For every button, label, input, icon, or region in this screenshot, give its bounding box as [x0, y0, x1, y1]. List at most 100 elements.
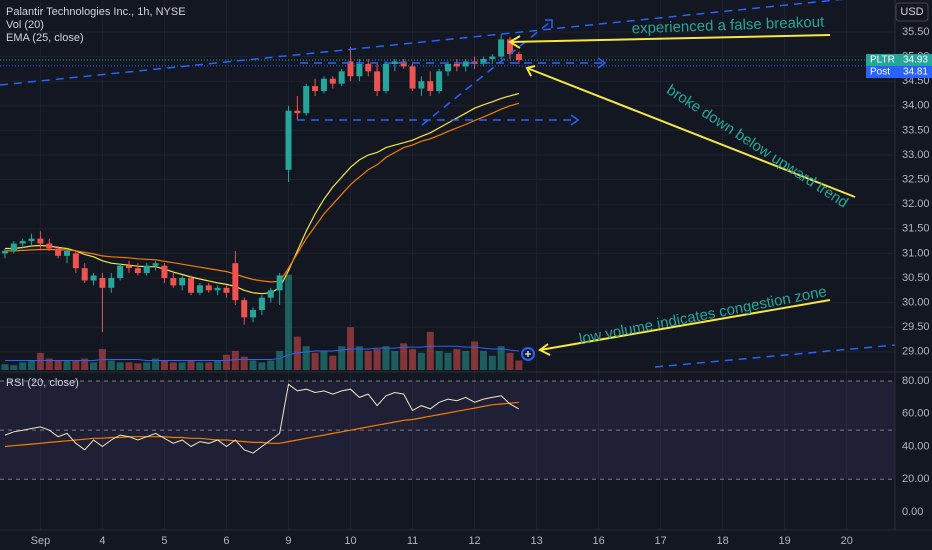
volume-bar: [36, 352, 44, 370]
candle-body: [46, 243, 53, 249]
volume-bar: [10, 365, 18, 370]
volume-bar: [205, 362, 213, 370]
trend-line: [0, 0, 844, 86]
candle-body: [241, 300, 248, 318]
volume-bar: [72, 360, 80, 370]
candle-body: [258, 297, 265, 310]
volume-bar: [45, 358, 53, 370]
y-tick-label: 30.00: [902, 296, 930, 308]
candle-body: [152, 263, 159, 266]
x-tick-label: 18: [717, 535, 729, 547]
candle-body: [90, 275, 97, 281]
arrow-head: [545, 19, 553, 28]
volume-bar: [276, 350, 284, 370]
y-tick-label: 31.50: [902, 223, 930, 235]
candle-body: [19, 241, 26, 244]
candle-body: [303, 86, 310, 114]
volume-bar: [382, 346, 390, 370]
rsi-tick-label: 80.00: [902, 375, 930, 387]
y-tick-label: 29.00: [902, 346, 930, 358]
candle-body: [126, 265, 133, 269]
volume-bar: [426, 331, 434, 370]
currency-box[interactable]: [895, 2, 929, 22]
rsi-tick-label: 0.00: [902, 506, 923, 518]
volume-bar: [19, 362, 27, 370]
volume-bar: [338, 346, 346, 370]
rsi-ma: [4, 401, 519, 448]
candle-body: [1, 250, 8, 254]
rsi-pane-bg: [0, 375, 895, 530]
price-tag-symbol: Post: [870, 67, 890, 78]
rsi-legend: RSI (20, close): [6, 377, 79, 389]
volume-bar: [240, 356, 248, 370]
volume-bar: [28, 360, 36, 370]
annotation-arrow: [526, 67, 856, 198]
candle-body: [515, 54, 522, 61]
candle-body: [480, 59, 487, 64]
candle-body: [250, 309, 257, 318]
x-tick-label: 19: [779, 535, 791, 547]
indicator-line: [5, 102, 520, 283]
x-tick-label: 10: [344, 535, 356, 547]
y-tick-label: 32.50: [902, 173, 930, 185]
volume-bar: [143, 362, 151, 370]
candle-body: [143, 265, 150, 274]
arrow-head: [570, 114, 580, 126]
candle-body: [338, 71, 345, 84]
volume-bar: [479, 350, 487, 370]
candle-body: [223, 287, 230, 293]
candle-body: [489, 56, 496, 60]
annotation-arrow: [509, 34, 831, 43]
candle-body: [108, 277, 115, 288]
candle-body: [409, 66, 416, 89]
volume-bar: [249, 360, 257, 370]
y-tick-label: 33.00: [902, 149, 930, 161]
candle-body: [498, 39, 505, 57]
y-tick-label: 33.50: [902, 124, 930, 136]
candle-body: [196, 285, 203, 293]
y-tick-label: 35.50: [902, 26, 930, 38]
x-tick-label: 13: [530, 535, 542, 547]
candle-body: [400, 61, 407, 67]
x-tick-label: 17: [655, 535, 667, 547]
volume-bar: [116, 362, 124, 370]
volume-bar: [258, 362, 266, 370]
candle-body: [312, 86, 319, 92]
volume-bar: [488, 355, 496, 370]
volume-bar: [409, 349, 417, 370]
x-tick-label: 4: [99, 535, 105, 547]
volume-bar: [284, 274, 292, 370]
candle-body: [161, 265, 168, 278]
volume-bar: [444, 352, 452, 370]
candle-body: [365, 63, 372, 72]
volume-bar: [506, 352, 514, 370]
x-tick-label: 9: [285, 535, 291, 547]
candle-body: [418, 81, 425, 89]
volume-bar: [152, 358, 160, 370]
volume-bar: [329, 355, 337, 370]
candle-body: [99, 277, 106, 288]
volume-ma: [5, 345, 519, 361]
volume-bar: [231, 350, 239, 370]
volume-bar: [515, 360, 523, 370]
volume-bar: [214, 360, 222, 370]
rsi-tick-label: 40.00: [902, 440, 930, 452]
trend-line: [654, 344, 896, 368]
volume-bar: [391, 350, 399, 370]
candle-body: [214, 287, 221, 291]
volume-legend: Vol (20): [6, 19, 44, 31]
x-tick-label: 6: [223, 535, 229, 547]
candle-body: [267, 290, 274, 298]
volume-bar: [187, 360, 195, 370]
volume-bar: [417, 352, 425, 370]
volume-bar: [400, 343, 408, 370]
y-tick-label: 34.00: [902, 100, 930, 112]
rsi-line: [4, 383, 520, 454]
candle-body: [63, 250, 70, 256]
candle-body: [462, 61, 469, 67]
candle-body: [391, 61, 398, 64]
arrow-head: [597, 57, 607, 69]
y-tick-label: 29.50: [902, 321, 930, 333]
candle-body: [37, 238, 44, 244]
candle-body: [427, 81, 434, 92]
